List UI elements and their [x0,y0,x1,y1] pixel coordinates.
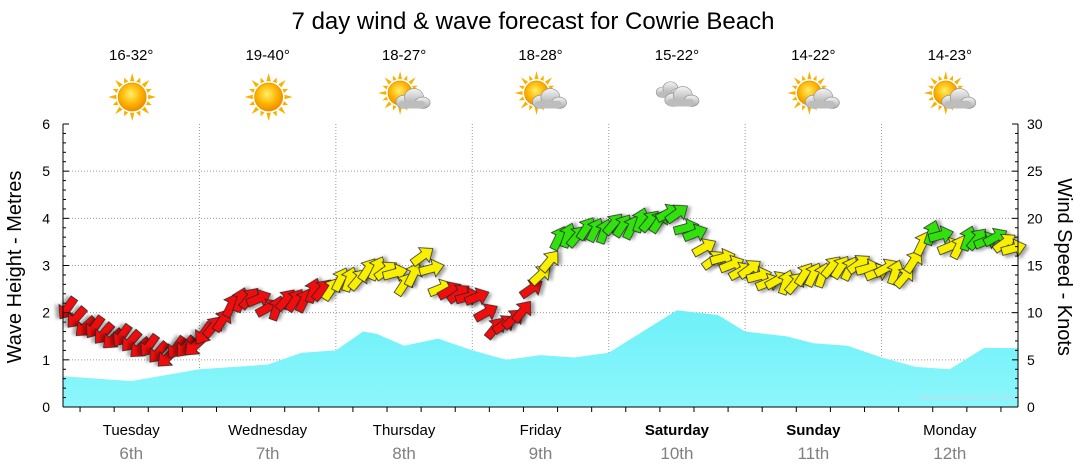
sun-icon [108,73,157,121]
wind-arrow [418,258,445,278]
cloud-icon [655,81,700,107]
day-name-label: Monday [923,422,977,439]
sun-cloud-icon [787,71,840,115]
sun-rays [244,73,293,121]
y-axis-label-left: Wave Height - Metres [4,171,26,364]
left-tick-label: 6 [42,116,50,132]
day-name-label: Saturday [645,422,710,439]
cloud-shape [664,86,700,107]
day-date-label: 12th [933,444,966,463]
day-name-label: Friday [520,422,562,439]
wind-arrow [538,250,559,274]
wave-height-area [63,310,1018,407]
wind-arrow [518,279,543,300]
day-date-label: 11th [797,444,829,463]
right-tick-label: 10 [1027,305,1043,321]
day-date-label: 9th [529,444,553,463]
left-tick-label: 0 [42,399,50,415]
day-name-label: Sunday [786,422,841,439]
temperature-range: 14-23° [928,47,972,64]
cloud-shape [804,88,840,109]
wind-arrow [737,260,761,280]
y-axis-label-right: Wind Speed - Knots [1053,178,1075,356]
wind-arrow [1000,238,1027,258]
day-date-label: 10th [660,444,693,463]
sun-cloud-icon [378,71,431,115]
wind-arrow [846,255,870,275]
right-tick-label: 25 [1027,163,1043,179]
cloud-shape [941,88,977,109]
right-tick-label: 0 [1027,399,1035,415]
wind-arrow [472,303,498,323]
wind-arrow [409,247,434,268]
cloud-shape [532,88,567,109]
day-name-label: Thursday [373,422,436,439]
wind-arrows [58,203,1027,367]
temperature-range: 15-22° [655,47,699,64]
right-tick-label: 5 [1027,352,1035,368]
temperature-range: 18-28° [518,47,562,64]
sun-cloud-icon [923,71,977,115]
sun-cloud-icon [514,71,567,115]
day-name-label: Wednesday [228,422,307,439]
sun-rays [108,73,157,121]
right-tick-label: 30 [1027,116,1043,132]
chart-title: 7 day wind & wave forecast for Cowrie Be… [292,8,775,35]
left-tick-label: 1 [42,352,50,368]
right-tick-label: 15 [1027,258,1043,274]
wave-area [63,310,1018,407]
left-tick-label: 3 [42,258,50,274]
cloud-shape [395,88,431,109]
temperature-range: 14-22° [791,47,835,64]
day-date-label: 6th [119,444,143,463]
temperature-range: 16-32° [109,47,153,64]
day-name-label: Tuesday [103,422,160,439]
day-date-label: 7th [256,444,280,463]
wind-arrow [664,204,688,225]
right-tick-label: 20 [1027,210,1043,226]
wind-arrow [965,228,986,252]
wind-arrow [511,300,531,324]
temperature-range: 19-40° [245,47,289,64]
wind-arrow [902,250,923,275]
day-date-label: 8th [392,444,416,463]
axes: 0 1 2 3 4 5 6 0 5 10 15 20 25 30 Tuesday 6th Wednesday 7t… [42,116,1043,463]
temperature-range: 18-27° [382,47,426,64]
left-tick-label: 2 [42,305,50,321]
wind-arrow [681,223,708,243]
wind-arrow [463,287,490,306]
sun-icon [244,73,293,121]
weather-row: 16-32° 19-40° 18-27° 18-28° 15-22° 14-22° 14-2… [108,47,977,121]
wind-arrow [991,233,1016,254]
left-tick-label: 4 [42,210,50,226]
left-tick-label: 5 [42,163,50,179]
watermark: www.seabreeze.com.au [917,392,1014,402]
wind-arrow [691,238,717,258]
